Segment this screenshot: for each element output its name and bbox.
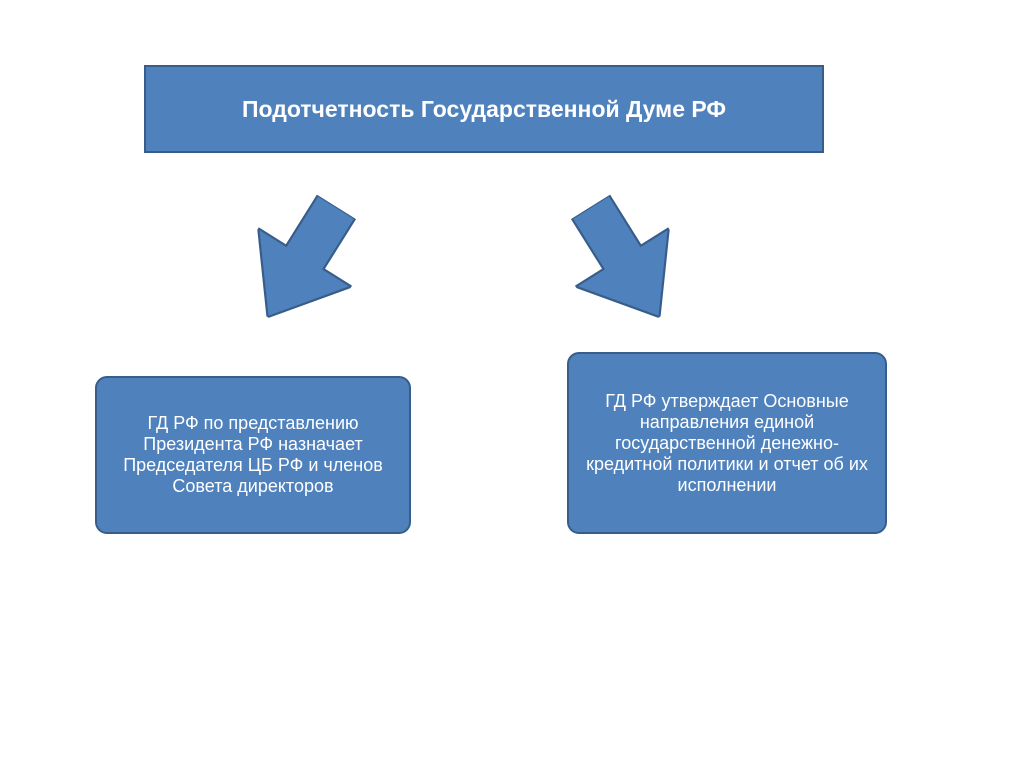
top-title-text: Подотчетность Государственной Думе РФ [242,96,726,123]
right-box: ГД РФ утверждает Основные направления ед… [567,352,887,534]
arrow-right [544,178,706,347]
top-title-box: Подотчетность Государственной Думе РФ [144,65,824,153]
right-box-text: ГД РФ утверждает Основные направления ед… [581,391,873,496]
arrow-left [221,178,383,347]
left-box-text: ГД РФ по представлению Президента РФ наз… [109,413,397,497]
left-box: ГД РФ по представлению Президента РФ наз… [95,376,411,534]
